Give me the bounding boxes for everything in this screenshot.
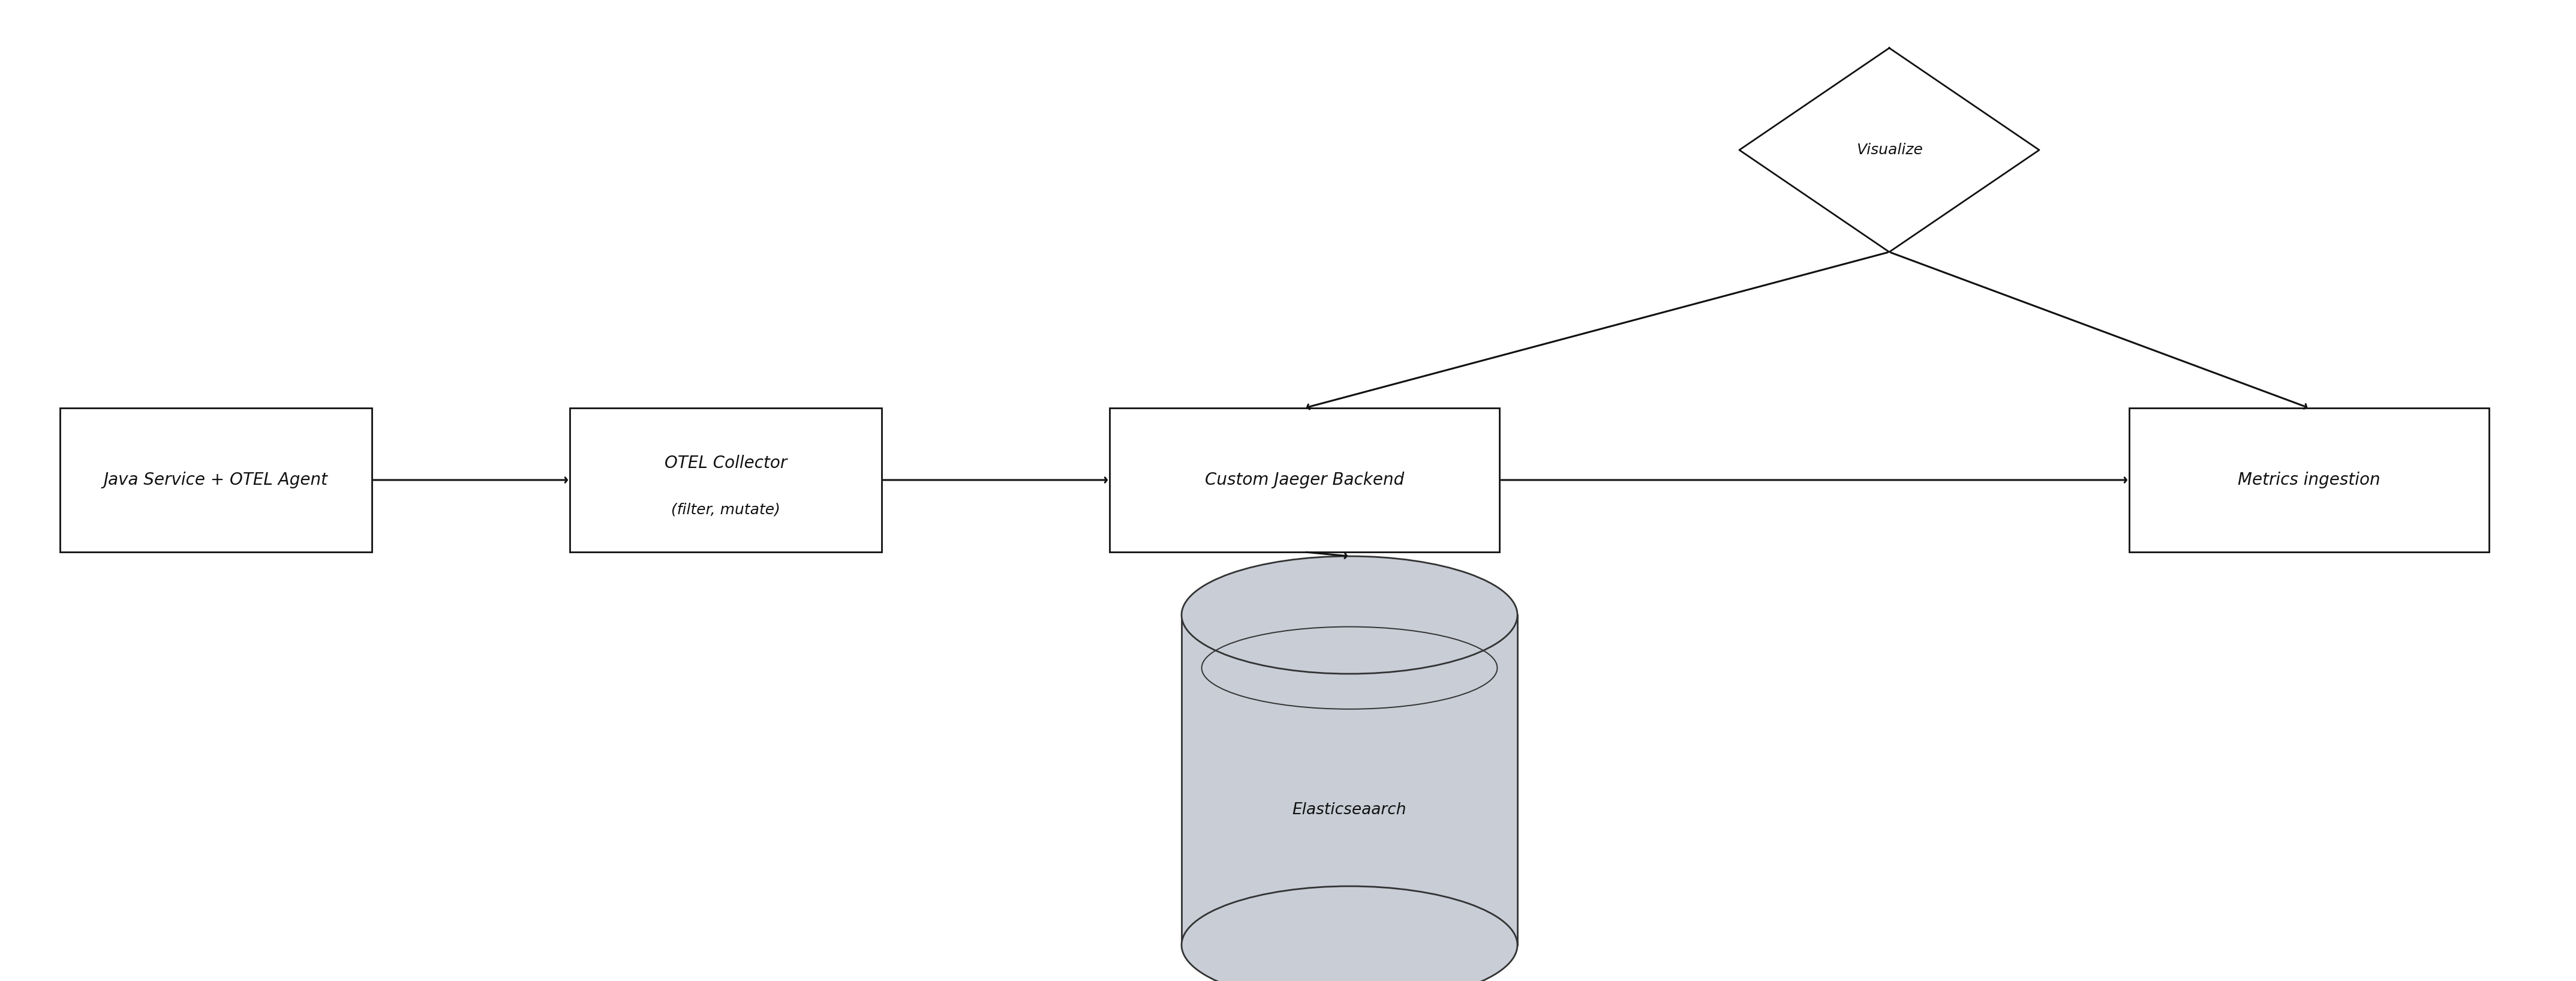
Bar — [569, 408, 881, 552]
Bar — [1182, 615, 1517, 945]
Text: Visualize: Visualize — [1857, 143, 1922, 157]
Text: Elasticseaarch: Elasticseaarch — [1293, 802, 1406, 818]
Text: Metrics ingestion: Metrics ingestion — [2239, 472, 2380, 489]
Text: Custom Jaeger Backend: Custom Jaeger Backend — [1206, 472, 1404, 489]
Bar — [2130, 408, 2488, 552]
Bar — [1110, 408, 1499, 552]
Ellipse shape — [1182, 556, 1517, 674]
Text: OTEL Collector: OTEL Collector — [665, 455, 788, 472]
Bar — [59, 408, 371, 552]
Text: (filter, mutate): (filter, mutate) — [672, 503, 781, 517]
Polygon shape — [1739, 48, 2040, 252]
Text: Java Service + OTEL Agent: Java Service + OTEL Agent — [103, 472, 327, 489]
Ellipse shape — [1182, 886, 1517, 981]
